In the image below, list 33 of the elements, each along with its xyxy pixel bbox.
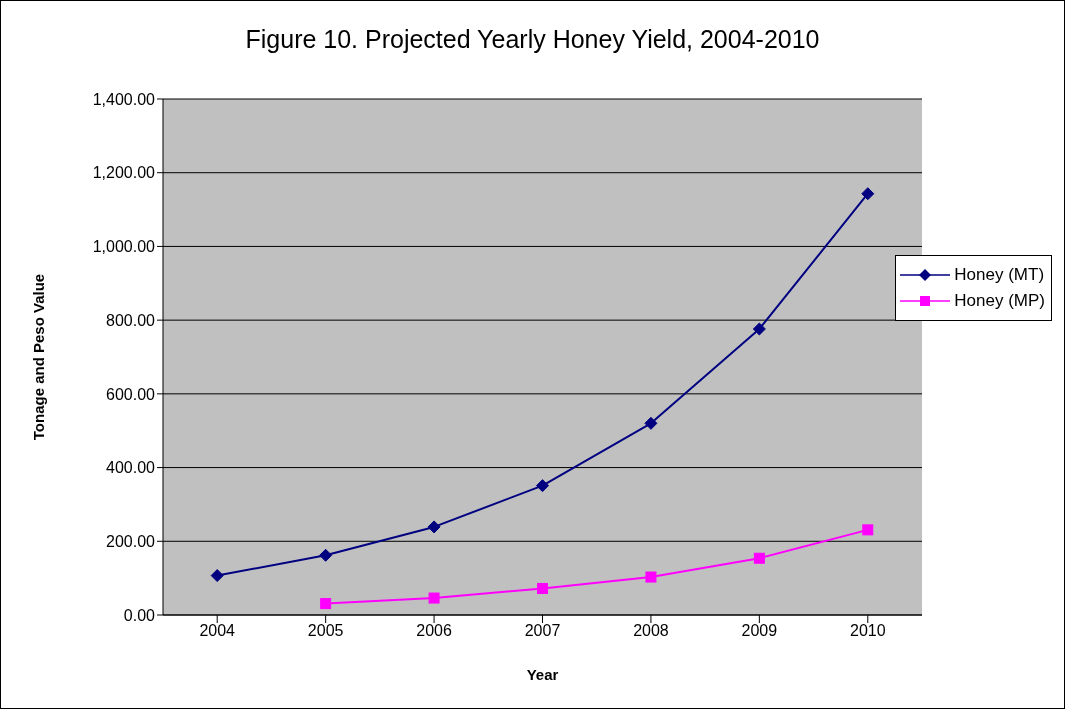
x-tick-label: 2005 xyxy=(307,622,344,640)
y-tick-label: 1,000.00 xyxy=(92,238,156,256)
x-tick-label: 2008 xyxy=(633,622,669,640)
y-tick-label: 0.00 xyxy=(123,606,156,624)
point xyxy=(862,524,874,536)
point xyxy=(537,582,548,594)
legend-label: Honey (MP) xyxy=(954,291,1045,311)
point xyxy=(644,416,658,430)
x-tick-label: 2010 xyxy=(849,622,886,640)
y-tick-label: 600.00 xyxy=(106,385,156,403)
y-axis-title: Tonage and Peso Value xyxy=(30,273,48,441)
chart-title: Figure 10. Projected Yearly Honey Yield, 2004-2010 xyxy=(244,25,821,54)
y-tick-label: 1,200.00 xyxy=(92,164,156,182)
point xyxy=(536,479,549,493)
legend-label: Honey (MT) xyxy=(954,265,1045,285)
point xyxy=(753,552,765,564)
point xyxy=(427,520,441,534)
y-tick-label: 200.00 xyxy=(106,532,156,550)
x-tick-label: 2006 xyxy=(416,622,452,640)
point xyxy=(861,187,875,201)
x-axis-title: Year xyxy=(526,666,559,683)
x-tick-label: 2004 xyxy=(199,622,236,640)
y-tick-label: 1,400.00 xyxy=(92,90,156,108)
point xyxy=(752,322,766,336)
point xyxy=(319,548,333,562)
x-tick-label: 2007 xyxy=(524,622,561,640)
point xyxy=(645,571,657,583)
x-tick-label: 2009 xyxy=(741,622,778,640)
point xyxy=(320,598,332,610)
y-tick-label: 400.00 xyxy=(106,459,156,477)
y-tick-label: 800.00 xyxy=(106,311,156,329)
point xyxy=(210,569,224,583)
point xyxy=(428,592,440,604)
